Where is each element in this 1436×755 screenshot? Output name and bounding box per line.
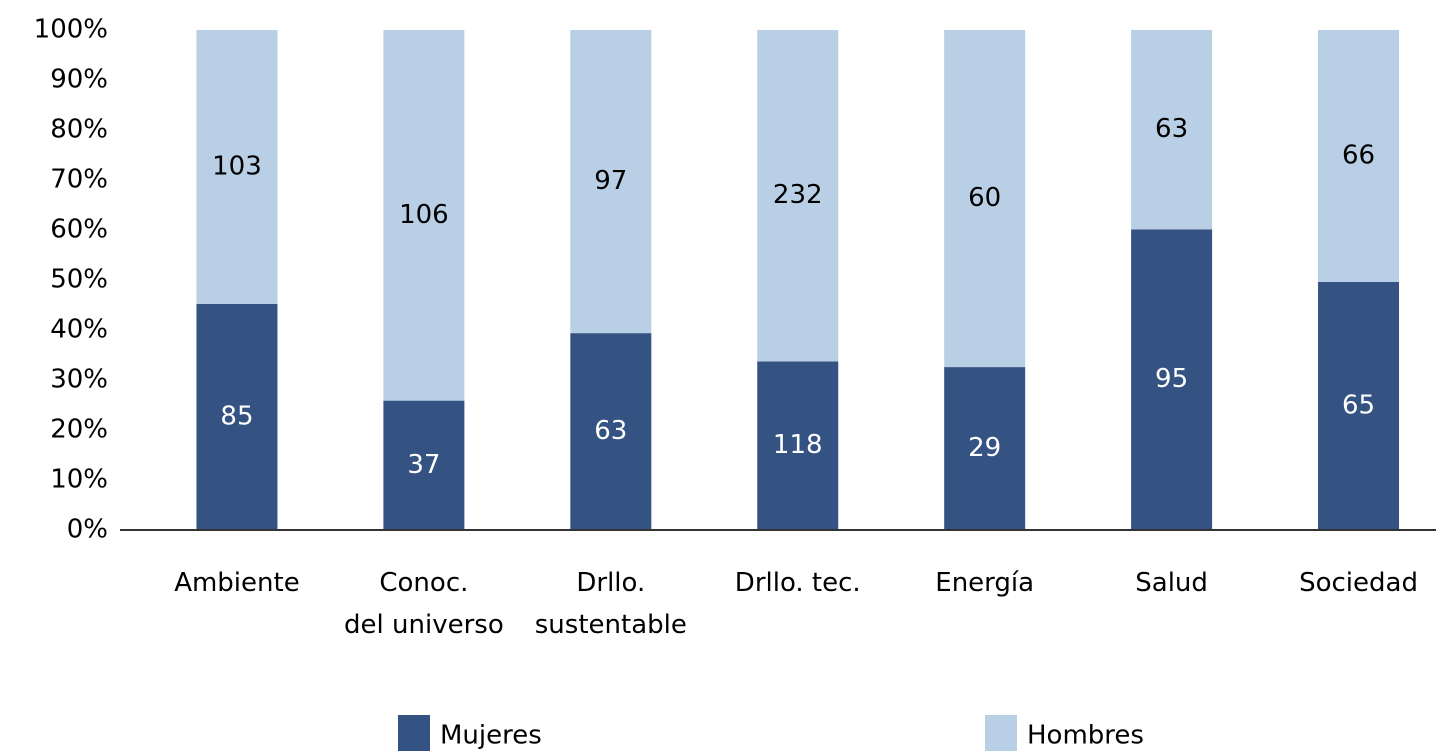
bar-segment <box>757 30 839 362</box>
bar-segment <box>570 333 652 530</box>
y-tick-label: 40% <box>50 315 108 345</box>
y-tick-label: 90% <box>50 65 108 95</box>
data-label: 118 <box>773 430 823 460</box>
x-tick-label: Sociedad <box>1299 568 1418 598</box>
bar-segment <box>570 30 652 334</box>
data-label: 66 <box>1342 140 1375 170</box>
data-label: 97 <box>594 166 627 196</box>
data-label: 103 <box>212 151 262 181</box>
y-tick-label: 10% <box>50 465 108 495</box>
bar-segment <box>944 30 1026 368</box>
y-tick-label: 70% <box>50 165 108 195</box>
x-tick-label: Drllo. tec. <box>734 568 861 598</box>
data-label: 37 <box>407 450 440 480</box>
legend-swatch <box>985 715 1017 751</box>
data-label: 29 <box>968 433 1001 463</box>
y-tick-label: 0% <box>67 515 108 545</box>
y-tick-label: 30% <box>50 365 108 395</box>
y-tick-label: 100% <box>34 15 108 45</box>
y-tick-label: 20% <box>50 415 108 445</box>
data-label: 65 <box>1342 390 1375 420</box>
data-label: 85 <box>220 401 253 431</box>
data-label: 63 <box>594 416 627 446</box>
bar-segment <box>196 303 278 530</box>
bar-segment <box>944 367 1026 530</box>
x-tick-label: Salud <box>1135 568 1208 598</box>
data-label: 63 <box>1155 114 1188 144</box>
bar-segment <box>1131 30 1213 230</box>
x-tick-label: Ambiente <box>174 568 300 598</box>
bar-segment <box>383 30 465 401</box>
data-label: 106 <box>399 200 449 230</box>
bar-segment <box>196 30 278 304</box>
x-tick-label: Energía <box>935 568 1035 598</box>
x-tick-label: Drllo. sustentable <box>534 568 687 640</box>
bar-segment <box>1131 229 1213 530</box>
y-tick-label: 60% <box>50 215 108 245</box>
legend-label: Hombres <box>1027 721 1144 751</box>
bar-segment <box>383 400 465 530</box>
data-label: 60 <box>968 183 1001 213</box>
bar-segment <box>757 361 839 530</box>
legend-label: Mujeres <box>440 721 542 751</box>
data-label: 232 <box>773 180 823 210</box>
x-tick-label: Conoc. del universo <box>344 568 504 640</box>
bar-segment <box>1318 281 1400 530</box>
bar-segment <box>1318 30 1400 282</box>
data-label: 95 <box>1155 364 1188 394</box>
legend-swatch <box>398 715 430 751</box>
y-tick-label: 80% <box>50 115 108 145</box>
y-tick-label: 50% <box>50 265 108 295</box>
